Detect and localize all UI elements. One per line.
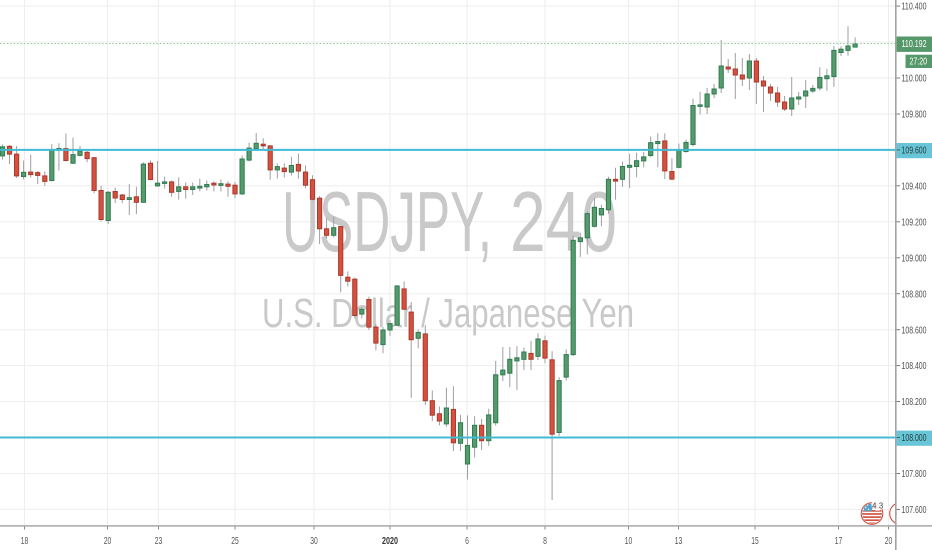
svg-text:110.000: 110.000 [902, 74, 927, 85]
svg-text:20: 20 [885, 536, 893, 547]
svg-text:30: 30 [310, 536, 318, 547]
svg-text:6: 6 [465, 536, 469, 547]
svg-text:2020: 2020 [382, 536, 398, 547]
svg-text:15: 15 [751, 536, 759, 547]
svg-text:109.200: 109.200 [902, 217, 927, 228]
svg-text:U.S. Dollar / Japanese Yen: U.S. Dollar / Japanese Yen [262, 290, 634, 336]
svg-text:13: 13 [675, 536, 683, 547]
svg-text:108.400: 108.400 [902, 361, 927, 372]
svg-text:25: 25 [231, 536, 239, 547]
svg-text:3: 3 [879, 501, 884, 511]
svg-text:8: 8 [543, 536, 547, 547]
svg-text:23: 23 [155, 536, 163, 547]
svg-text:109.600: 109.600 [902, 146, 927, 157]
svg-text:109.000: 109.000 [902, 253, 927, 264]
svg-text:240: 240 [510, 175, 617, 270]
svg-text:108.800: 108.800 [902, 289, 927, 300]
svg-text:107.600: 107.600 [902, 505, 927, 516]
svg-text:27:20: 27:20 [910, 57, 928, 68]
svg-text:108.000: 108.000 [902, 433, 927, 444]
svg-text:4: 4 [872, 501, 877, 511]
svg-text:10: 10 [625, 536, 633, 547]
svg-text:110.192: 110.192 [902, 39, 927, 50]
svg-text:USDJPY,: USDJPY, [282, 175, 492, 270]
svg-text:108.600: 108.600 [902, 325, 927, 336]
svg-text:108.200: 108.200 [902, 397, 927, 408]
svg-text:110.400: 110.400 [902, 2, 927, 13]
svg-text:20: 20 [104, 536, 112, 547]
svg-text:109.400: 109.400 [902, 181, 927, 192]
svg-text:109.800: 109.800 [902, 110, 927, 121]
svg-text:18: 18 [21, 536, 29, 547]
svg-text:107.800: 107.800 [902, 469, 927, 480]
svg-text:17: 17 [835, 536, 843, 547]
